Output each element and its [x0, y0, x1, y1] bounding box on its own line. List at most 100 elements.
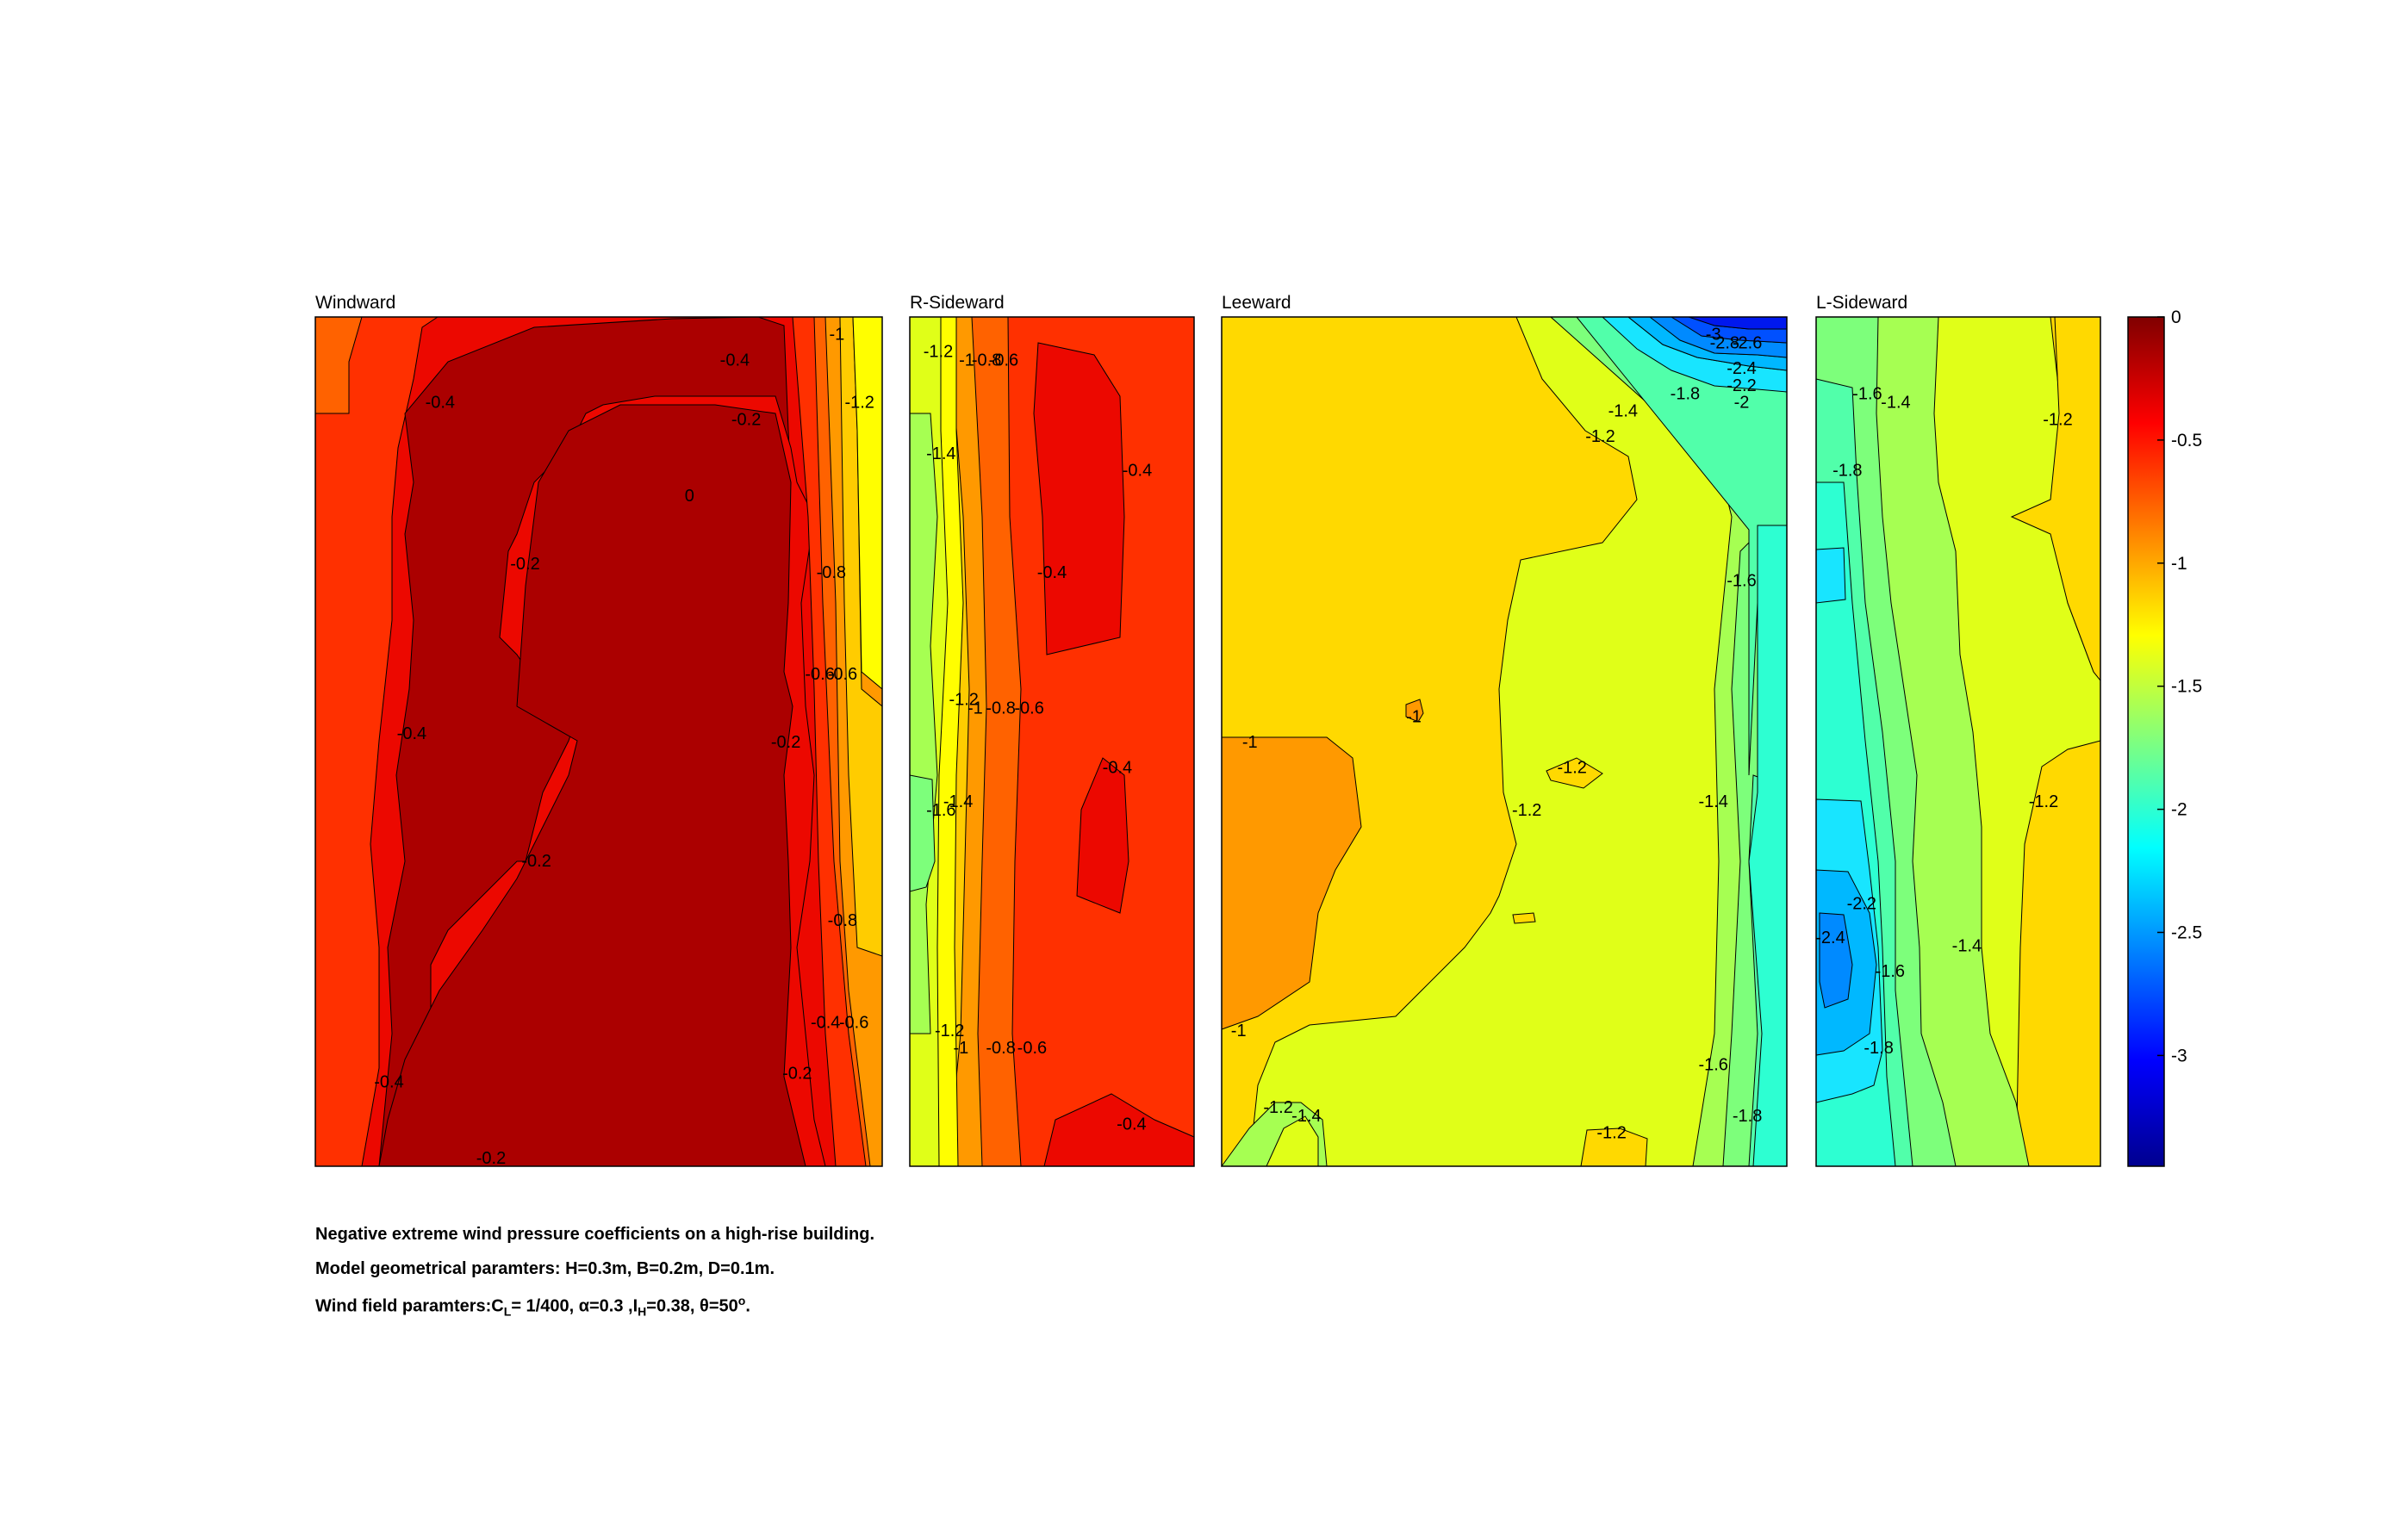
contour-label: 0 — [685, 487, 694, 506]
contour-band — [1546, 757, 1603, 789]
contour-labels-r-sideward: -1.2 -1-0.8-0.6-1.4-0.4-0.4-1.2-1 -0.8-0.6… — [924, 342, 1152, 1134]
contour-band — [1819, 912, 1853, 1009]
contour-band — [1248, 316, 1788, 1167]
contour-label: -2.4 — [1815, 929, 1845, 947]
contour-label: -0.8 — [986, 699, 1015, 718]
contour-labels-l-sideward: -1.6-1.4-1.2-1.8-1.2-2.2-2.4 -1.4-1.6-1.8 — [1815, 385, 2072, 1058]
panel-l-sideward: L-Sideward -1.6-1.4-1.2-1.8-1.2-2.2-2.4-… — [1815, 293, 2101, 1167]
colorbar-tick-label: -2.5 — [2171, 923, 2202, 943]
contour-band — [1815, 547, 1846, 604]
contour-label: -0.4 — [720, 351, 750, 370]
contour-label: -1.8 — [1733, 1107, 1762, 1126]
contour-label: -1.8 — [1671, 385, 1700, 404]
colorbar-ticks: 0 -0.5 -1 -1.5 -2 -2.5 -3 — [2157, 307, 2202, 1065]
contour-label: -0.8 — [986, 1039, 1015, 1058]
contour-band — [1512, 912, 1536, 924]
contour-band — [1221, 736, 1362, 1030]
contour-label: -1.4 — [1952, 937, 1982, 956]
contour-label: -1.6 — [1727, 572, 1756, 591]
caption-line-2: Model geometrical paramters: H=0.3m, B=0… — [315, 1259, 775, 1278]
contour-label: -1.2 — [2029, 792, 2058, 811]
panel-frame — [314, 316, 883, 1167]
contour-label: -1.4 — [1698, 792, 1727, 811]
caption-line-3-prefix: Wind field paramters:C — [315, 1296, 504, 1316]
contour-label: -1.2 — [1557, 759, 1586, 778]
contour-label: -0.6 — [839, 1013, 868, 1032]
contour-label: -1.2 — [924, 342, 953, 361]
contour-label: -0.4 — [1123, 462, 1152, 481]
panel-frame — [909, 316, 1195, 1167]
panel-title-r-sideward: R-Sideward — [910, 293, 1005, 313]
panel-frame — [1221, 316, 1788, 1167]
contour-label: -2.8 — [1710, 334, 1739, 353]
contour-label: -1.2 — [844, 394, 874, 413]
contour-label: -1 — [968, 699, 983, 718]
caption-line-3-sup: o — [737, 1294, 746, 1307]
contour-label: -0.6 — [828, 665, 857, 684]
contour-label: -1.2 — [935, 1022, 964, 1040]
contour-band — [378, 404, 806, 1167]
contour-label: -1.6 — [1852, 385, 1882, 404]
contour-label: -0.8 — [828, 911, 857, 930]
caption-line-3-mid2: =0.38, θ=50 — [646, 1296, 738, 1316]
contour-label: -0.2 — [771, 733, 800, 752]
contour-band — [1076, 757, 1129, 914]
contour-label: -1 — [1242, 733, 1258, 752]
contour-label: -2.2 — [1727, 376, 1756, 395]
contour-label: -0.8 — [972, 351, 1001, 370]
panel-r-sideward: R-Sideward -1.2 -1-0.8-0.6-1.4-0.4-0.4-1.… — [909, 293, 1195, 1167]
contour-label: -1.2 — [1263, 1098, 1292, 1117]
contour-band — [1405, 699, 1424, 723]
caption-line-3-end: . — [745, 1296, 750, 1316]
contour-label: -0.4 — [811, 1013, 840, 1032]
contour-label: -2.4 — [1727, 359, 1756, 378]
contour-label: -0.4 — [426, 394, 455, 413]
contour-label: -0.6 — [1017, 1039, 1047, 1058]
contour-label: -1.2 — [2043, 410, 2072, 429]
panel-frame — [1815, 316, 2101, 1167]
contour-label: -1.2 — [1512, 801, 1541, 820]
panel-title-windward: Windward — [315, 293, 395, 313]
colorbar-tick-label: -0.5 — [2171, 431, 2202, 450]
contour-label: -1 — [1231, 1022, 1247, 1040]
contour-label: -1.4 — [1291, 1107, 1321, 1126]
contour-label: -0.8 — [817, 563, 846, 582]
caption-line-1: Negative extreme wind pressure coefficie… — [315, 1225, 875, 1244]
contour-label: -0.4 — [374, 1072, 403, 1091]
caption-line-3-sub-l: L — [503, 1304, 512, 1319]
contour-label: -0.4 — [397, 724, 426, 743]
contour-label: -2 — [1734, 394, 1750, 413]
contour-label: -1.4 — [1608, 402, 1638, 421]
contour-label: -1.4 — [926, 444, 955, 463]
caption-line-3-mid1: = 1/400, α=0.3 ,I — [511, 1296, 638, 1316]
contour-label: -1.4 — [1881, 394, 1910, 413]
contour-label: -3 — [1706, 326, 1721, 345]
caption-line-3: Wind field paramters:CL= 1/400, α=0.3 ,I… — [315, 1294, 750, 1319]
contour-label: -1 — [830, 326, 845, 345]
panel-title-l-sideward: L-Sideward — [1816, 293, 1907, 313]
contour-label: -0.4 — [1037, 563, 1067, 582]
contour-label: -0.2 — [476, 1149, 506, 1168]
panel-windward: Windward -0.4 -0.4 -0.2 -1 -1.2 0 -0.2 -0.8 -0.6… — [314, 293, 883, 1168]
contour-label: -0.6 — [805, 665, 834, 684]
contour-label: -1.2 — [1596, 1124, 1626, 1143]
contour-label: -1 — [954, 1039, 969, 1058]
contour-label: -2.2 — [1847, 894, 1876, 913]
contour-label: -0.2 — [782, 1065, 812, 1084]
contour-label: -0.4 — [1103, 759, 1132, 778]
contour-label: -0.2 — [521, 852, 551, 871]
contour-label: -1.2 — [949, 691, 978, 710]
colorbar-tick-label: -2 — [2171, 800, 2187, 820]
colorbar-tick-label: -1.5 — [2171, 677, 2202, 697]
contour-label: -0.4 — [1117, 1115, 1146, 1134]
contour-label: -2.6 — [1733, 334, 1762, 353]
colorbar-tick-label: 0 — [2171, 307, 2181, 327]
contour-labels-windward: -0.4-0.4-0.2-1-1.20-0.2 -0.8-0.6-0.6-0.4-… — [374, 326, 874, 1168]
contour-label: -1.8 — [1832, 462, 1862, 481]
caption-line-3-sub-h: H — [638, 1304, 647, 1319]
colorbar-tick-label: -1 — [2171, 554, 2187, 574]
contour-label: -0.6 — [989, 351, 1018, 370]
contour-label: -1.2 — [1585, 427, 1615, 446]
contour-label: -1.6 — [1876, 962, 1905, 981]
